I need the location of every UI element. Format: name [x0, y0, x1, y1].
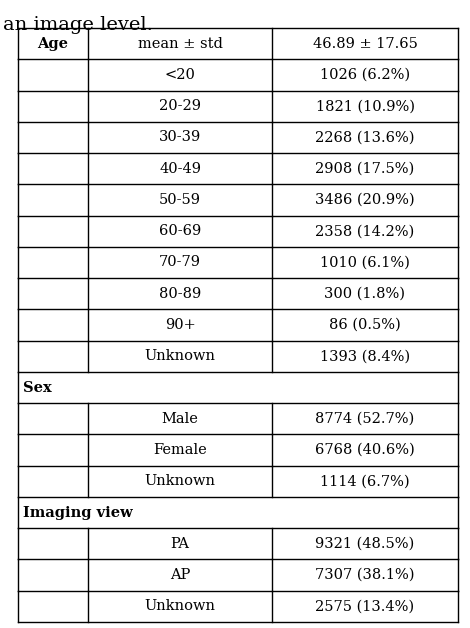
Text: Unknown: Unknown	[144, 474, 216, 489]
Text: 2268 (13.6%): 2268 (13.6%)	[315, 131, 415, 144]
Text: Imaging view: Imaging view	[23, 506, 133, 519]
Text: 3486 (20.9%): 3486 (20.9%)	[315, 193, 415, 207]
Text: 1114 (6.7%): 1114 (6.7%)	[320, 474, 410, 489]
Text: Female: Female	[153, 443, 207, 457]
Text: 90+: 90+	[164, 318, 196, 332]
Text: Unknown: Unknown	[144, 349, 216, 363]
Text: 1026 (6.2%): 1026 (6.2%)	[320, 68, 410, 82]
Text: 70-79: 70-79	[159, 256, 201, 269]
Text: 6768 (40.6%): 6768 (40.6%)	[315, 443, 415, 457]
Text: Male: Male	[162, 412, 198, 426]
Text: Unknown: Unknown	[144, 599, 216, 614]
Text: 9321 (48.5%): 9321 (48.5%)	[315, 537, 415, 551]
Text: an image level.: an image level.	[3, 16, 153, 34]
Text: 50-59: 50-59	[159, 193, 201, 207]
Text: 2575 (13.4%): 2575 (13.4%)	[315, 599, 415, 614]
Text: 1393 (8.4%): 1393 (8.4%)	[320, 349, 410, 363]
Text: PA: PA	[171, 537, 189, 551]
Text: 1010 (6.1%): 1010 (6.1%)	[320, 256, 410, 269]
Text: 2358 (14.2%): 2358 (14.2%)	[315, 224, 415, 238]
Text: 2908 (17.5%): 2908 (17.5%)	[315, 161, 415, 176]
Text: 60-69: 60-69	[159, 224, 201, 238]
Text: 8774 (52.7%): 8774 (52.7%)	[315, 412, 415, 426]
Text: 46.89 ± 17.65: 46.89 ± 17.65	[313, 36, 417, 51]
Text: 86 (0.5%): 86 (0.5%)	[329, 318, 401, 332]
Text: 20-29: 20-29	[159, 99, 201, 113]
Text: 30-39: 30-39	[159, 131, 201, 144]
Text: 40-49: 40-49	[159, 161, 201, 176]
Text: 7307 (38.1%): 7307 (38.1%)	[315, 568, 415, 582]
Text: 1821 (10.9%): 1821 (10.9%)	[315, 99, 415, 113]
Text: Age: Age	[38, 36, 69, 51]
Text: 80-89: 80-89	[159, 287, 201, 301]
Text: Sex: Sex	[23, 381, 52, 394]
Text: AP: AP	[170, 568, 190, 582]
Text: mean ± std: mean ± std	[138, 36, 222, 51]
Text: 300 (1.8%): 300 (1.8%)	[324, 287, 406, 301]
Text: <20: <20	[164, 68, 196, 82]
